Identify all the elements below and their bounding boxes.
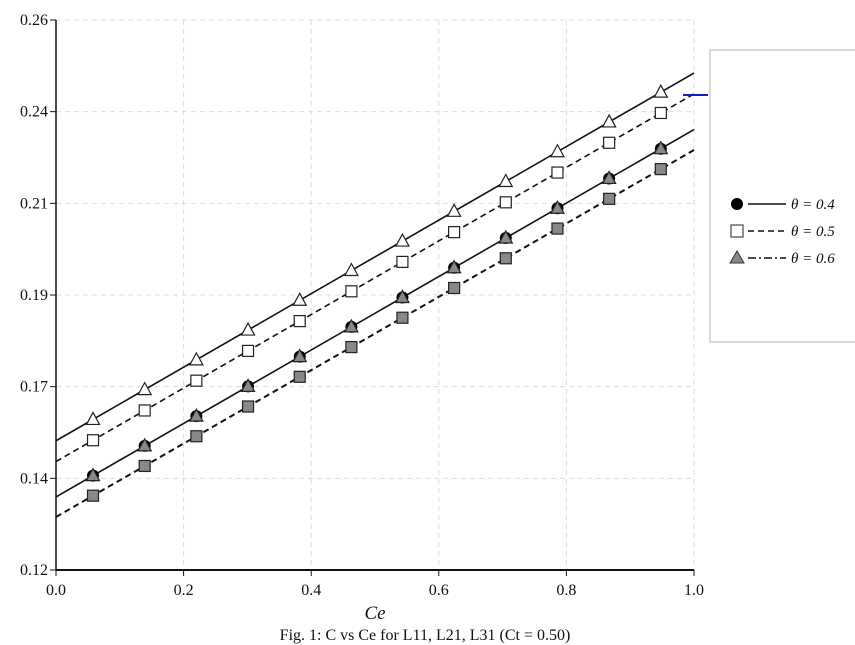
triangle-marker [240,321,256,336]
square-marker [654,106,667,120]
triangle-marker [85,467,101,482]
square-marker [293,315,306,328]
legend: θ = 0.4 θ = 0.5 θ = 0.6 [709,49,855,343]
square-marker [603,192,616,205]
series-line [55,72,695,442]
figure-caption: Fig. 1: C vs Ce for L11, L21, L31 (Ct = … [280,627,571,644]
square-marker [551,222,564,235]
square-marker [499,252,512,265]
triangle-marker [188,407,204,422]
triangle-marker [292,292,308,306]
square-marker [499,196,512,209]
square-marker [603,136,616,149]
triangle-marker [394,289,410,304]
triangle-marker [601,113,617,128]
triangle-marker [549,143,565,158]
triangle-marker [137,437,153,452]
triangle-marker [85,411,101,426]
y-tick-label: 0.17 [20,379,48,396]
series-markers [85,83,669,502]
series-lines [55,72,695,518]
square-marker [138,404,151,417]
triangle-marker [394,232,410,247]
grid [56,19,695,570]
square-marker [86,434,100,447]
x-tick-label: 0.8 [556,582,576,599]
legend-label: θ = 0.5 [791,224,835,240]
x-tick-label: 0.0 [46,582,66,599]
triangle-marker [498,229,514,244]
series-line [55,128,695,498]
triangle-marker [343,262,359,277]
x-tick-label: 0.4 [301,582,321,599]
legend-box [709,49,855,343]
triangle-marker [601,170,617,185]
x-tick-label: 0.6 [429,582,449,599]
square-marker [190,430,203,443]
triangle-marker [188,351,204,366]
x-tick-label: 0.2 [174,582,194,599]
y-tick-label: 0.12 [20,562,48,579]
y-tick-label: 0.21 [20,195,48,212]
square-marker [551,166,564,179]
square-marker [241,344,255,357]
legend-label: θ = 0.4 [791,197,835,213]
series-line [55,149,695,518]
triangle-marker [498,173,514,188]
square-marker [396,255,409,269]
triangle-marker [446,259,462,274]
square-marker [345,285,358,298]
triangle-marker [446,203,462,217]
series-line [55,93,695,463]
triangle-marker [240,378,256,392]
triangle-marker [292,348,308,363]
square-marker [396,311,409,324]
triangle-marker [343,318,359,333]
square-marker [654,163,667,176]
tick-labels: 0.0 0.2 0.4 0.6 0.8 1.0 0.12 0.14 0.17 0.19 0.21 0.… [20,12,704,599]
y-tick-label: 0.19 [20,287,48,304]
square-marker [190,374,203,387]
legend-triangle-icon [729,250,745,264]
square-marker [241,400,255,413]
x-axis-label: Ce [364,603,385,624]
legend-square-icon [730,224,744,238]
square-marker [293,370,306,383]
square-marker [345,340,358,354]
square-marker [86,489,100,502]
triangle-marker [137,381,153,396]
triangle-marker [653,83,669,98]
square-marker [448,281,461,295]
legend-circle-icon [731,198,743,210]
triangle-marker [653,140,669,155]
square-marker [448,226,461,239]
triangle-marker [549,199,565,214]
y-tick-label: 0.26 [20,12,48,29]
y-tick-label: 0.14 [20,470,48,487]
legend-label: θ = 0.6 [791,251,835,267]
square-marker [138,459,151,473]
y-tick-label: 0.24 [20,104,48,121]
x-tick-label: 1.0 [684,582,704,599]
